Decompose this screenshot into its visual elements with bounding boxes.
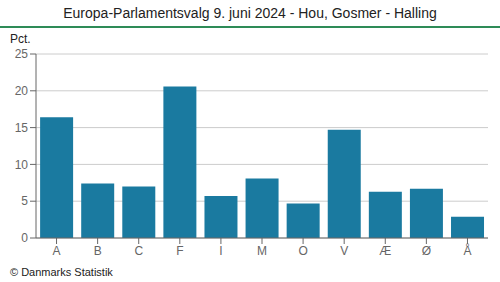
svg-text:Æ: Æ [379, 244, 391, 258]
svg-text:O: O [298, 244, 307, 258]
svg-text:C: C [134, 244, 143, 258]
svg-text:Ø: Ø [422, 244, 431, 258]
svg-text:F: F [176, 244, 183, 258]
svg-text:A: A [53, 244, 61, 258]
svg-text:25: 25 [15, 47, 29, 61]
html-text:© Danmarks Statistik: © Danmarks Statistik [10, 266, 113, 278]
svg-text:Å: Å [463, 243, 471, 258]
svg-text:M: M [257, 244, 267, 258]
svg-text:20: 20 [15, 84, 29, 98]
svg-text:5: 5 [21, 194, 28, 208]
html-text:Pct.: Pct. [10, 32, 31, 46]
svg-text:0: 0 [21, 231, 28, 245]
svg-text:B: B [94, 244, 102, 258]
svg-text:I: I [219, 244, 222, 258]
html-text:Europa-Parlamentsvalg 9. juni: Europa-Parlamentsvalg 9. juni 2024 - Hou… [63, 5, 437, 21]
svg-text:10: 10 [15, 158, 29, 172]
svg-text:V: V [340, 244, 348, 258]
svg-text:15: 15 [15, 121, 29, 135]
